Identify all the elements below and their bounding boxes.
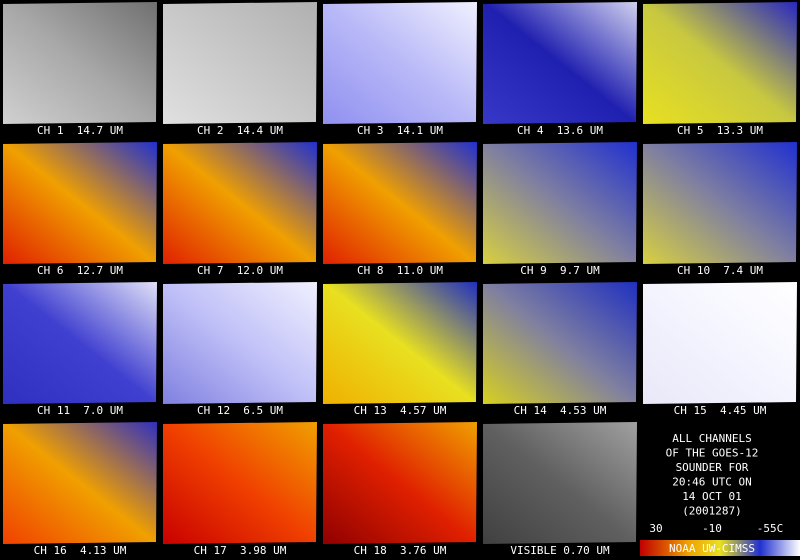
channel-label: CH 18 3.76 UM [354, 544, 447, 557]
channel-label: CH 4 13.6 UM [517, 124, 603, 137]
channel-label: CH 8 11.0 UM [357, 264, 443, 277]
channel-label: CH 1 14.7 UM [37, 124, 123, 137]
channel-label: CH 10 7.4 UM [677, 264, 763, 277]
satellite-image [643, 282, 797, 404]
satellite-image [163, 2, 317, 124]
info-line: ALL CHANNELS [672, 432, 751, 445]
satellite-image [643, 2, 797, 124]
channel-label: CH 12 6.5 UM [197, 404, 283, 417]
satellite-image [323, 282, 477, 404]
channel-label: CH 7 12.0 UM [197, 264, 283, 277]
channel-label: CH 13 4.57 UM [354, 404, 447, 417]
satellite-image [323, 142, 477, 264]
satellite-image [163, 142, 317, 264]
channel-label: CH 17 3.98 UM [194, 544, 287, 557]
colorbar-label: -55C [757, 522, 784, 535]
info-line: SOUNDER FOR [676, 461, 749, 474]
channel-label: CH 15 4.45 UM [674, 404, 767, 417]
info-line: 14 OCT 01 [682, 490, 742, 503]
satellite-image [483, 142, 637, 264]
satellite-image [323, 422, 477, 544]
satellite-image [3, 282, 157, 404]
color-bar [640, 540, 800, 556]
credit: NOAA UW-CIMSS [669, 542, 755, 555]
satellite-image [483, 422, 637, 544]
channel-label: CH 11 7.0 UM [37, 404, 123, 417]
colorbar-label: 30 [649, 522, 662, 535]
channel-label: CH 6 12.7 UM [37, 264, 123, 277]
info-line: (2001287) [682, 505, 742, 518]
satellite-image [643, 142, 797, 264]
satellite-image [163, 282, 317, 404]
info-line: OF THE GOES-12 [666, 447, 759, 460]
colorbar-label: -10 [702, 522, 722, 535]
satellite-image [323, 2, 477, 124]
info-line: 20:46 UTC ON [672, 476, 751, 489]
satellite-image [3, 142, 157, 264]
channel-label: CH 3 14.1 UM [357, 124, 443, 137]
channel-label: CH 5 13.3 UM [677, 124, 763, 137]
satellite-image [163, 422, 317, 544]
channel-label: VISIBLE 0.70 UM [510, 544, 610, 557]
satellite-image [3, 2, 157, 124]
channel-label: CH 14 4.53 UM [514, 404, 607, 417]
satellite-image [3, 422, 157, 544]
channel-label: CH 9 9.7 UM [520, 264, 600, 277]
satellite-image [483, 282, 637, 404]
channel-label: CH 2 14.4 UM [197, 124, 283, 137]
channel-label: CH 16 4.13 UM [34, 544, 127, 557]
satellite-image [483, 2, 637, 124]
